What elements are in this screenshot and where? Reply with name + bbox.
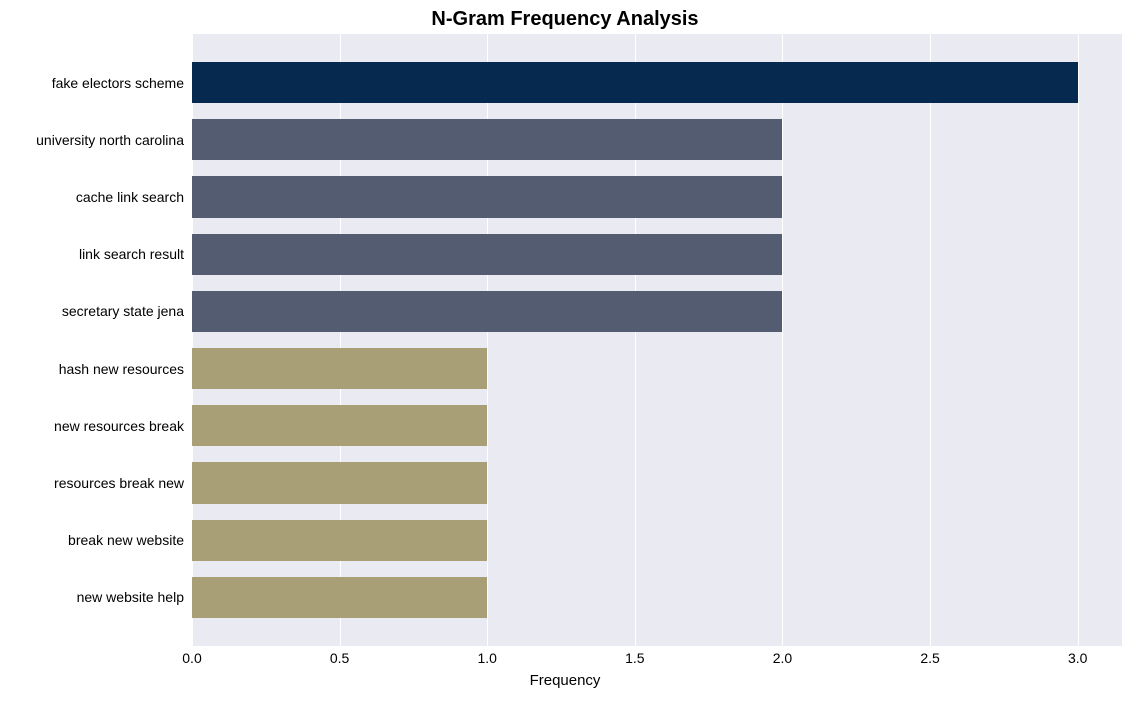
bar-row: [192, 226, 1122, 283]
x-tick-label: 2.0: [773, 650, 792, 666]
bar: [192, 520, 487, 561]
bar-row: [192, 454, 1122, 511]
bar: [192, 62, 1078, 103]
plot-area: [192, 34, 1122, 646]
bar-row: [192, 512, 1122, 569]
y-tick-label: break new website: [68, 532, 184, 548]
y-tick-label: new website help: [77, 589, 184, 605]
y-tick-label: cache link search: [76, 189, 184, 205]
bar: [192, 291, 782, 332]
y-tick-label: fake electors scheme: [52, 75, 184, 91]
y-tick-label: link search result: [79, 246, 184, 262]
chart-title: N-Gram Frequency Analysis: [0, 8, 1130, 31]
ngram-frequency-chart: N-Gram Frequency Analysis fake electors …: [0, 0, 1130, 701]
bar: [192, 234, 782, 275]
x-axis-label: Frequency: [0, 672, 1130, 689]
bar: [192, 405, 487, 446]
bar-row: [192, 283, 1122, 340]
x-tick-label: 1.5: [625, 650, 644, 666]
x-tick-label: 0.0: [182, 650, 201, 666]
bar: [192, 577, 487, 618]
bar-row: [192, 340, 1122, 397]
y-tick-label: university north carolina: [36, 132, 184, 148]
bar: [192, 462, 487, 503]
bar-row: [192, 54, 1122, 111]
bar-row: [192, 569, 1122, 626]
x-tick-label: 0.5: [330, 650, 349, 666]
bar: [192, 119, 782, 160]
bar: [192, 176, 782, 217]
y-tick-label: hash new resources: [59, 361, 184, 377]
bar-row: [192, 397, 1122, 454]
y-tick-label: resources break new: [54, 475, 184, 491]
bar-row: [192, 168, 1122, 225]
y-tick-label: new resources break: [54, 418, 184, 434]
bar: [192, 348, 487, 389]
y-tick-label: secretary state jena: [62, 303, 184, 319]
x-tick-label: 3.0: [1068, 650, 1087, 666]
x-tick-label: 2.5: [920, 650, 939, 666]
x-tick-label: 1.0: [478, 650, 497, 666]
bar-row: [192, 111, 1122, 168]
